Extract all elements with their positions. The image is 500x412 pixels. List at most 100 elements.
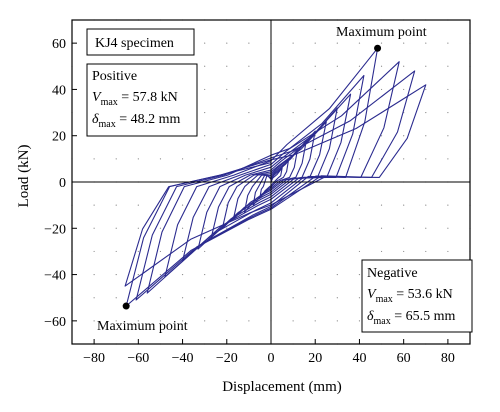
x-tick-label: −80 xyxy=(83,351,105,366)
grid-dot xyxy=(380,135,383,137)
grid-dot xyxy=(159,320,162,322)
grid-dot xyxy=(248,158,250,160)
grid-dot xyxy=(226,88,228,91)
grid-dot xyxy=(181,204,184,206)
grid-dot xyxy=(336,88,338,91)
grid-dot xyxy=(181,297,184,299)
grid-dot xyxy=(314,273,316,276)
grid-dot xyxy=(248,65,250,67)
grid-dot xyxy=(336,42,338,44)
grid-dot xyxy=(226,227,228,229)
grid-dot xyxy=(204,158,206,160)
grid-dot xyxy=(447,227,449,229)
grid-dot xyxy=(181,273,184,276)
negative-dmax: δmax = 65.5 mm xyxy=(367,309,456,327)
grid-dot xyxy=(93,158,95,160)
positive-dmax: δmax = 48.2 mm xyxy=(92,112,181,130)
max-point-negative xyxy=(122,302,130,310)
grid-dot xyxy=(93,320,95,322)
grid-dot xyxy=(358,297,361,299)
grid-dot xyxy=(403,65,405,67)
x-tick-label: 80 xyxy=(441,351,455,366)
y-tick-label: 0 xyxy=(59,176,66,191)
grid-dot xyxy=(115,273,117,276)
x-axis-ticks: −80 −60 −40 −20 0 20 40 60 80 xyxy=(83,339,455,366)
grid-dot xyxy=(425,111,427,114)
grid-dot xyxy=(159,297,162,299)
grid-dot xyxy=(137,273,139,276)
grid-dot xyxy=(115,204,117,206)
grid-dot xyxy=(248,135,250,137)
grid-dot xyxy=(248,297,250,299)
grid-dot xyxy=(292,65,294,67)
grid-dot xyxy=(93,227,95,229)
grid-dot xyxy=(292,297,294,299)
grid-dot xyxy=(93,250,95,253)
grid-dot xyxy=(403,250,405,253)
grid-dot xyxy=(314,297,316,299)
grid-dot xyxy=(204,42,206,44)
grid-dot xyxy=(447,135,449,137)
grid-dot xyxy=(314,250,316,253)
grid-dot xyxy=(159,227,162,229)
grid-dot xyxy=(425,88,427,91)
negative-vmax: Vmax = 53.6 kN xyxy=(367,287,453,305)
grid-dot xyxy=(447,158,449,160)
grid-dot xyxy=(181,320,184,322)
grid-dot xyxy=(425,227,427,229)
grid-dot xyxy=(336,320,338,322)
positive-annotation-box: Positive Vmax = 57.8 kN δmax = 48.2 mm xyxy=(86,63,198,137)
grid-dot xyxy=(226,250,228,253)
grid-dot xyxy=(204,111,206,114)
grid-dot xyxy=(447,250,449,253)
y-tick-label: −20 xyxy=(44,222,66,237)
grid-dot xyxy=(248,111,250,114)
grid-dot xyxy=(447,42,449,44)
grid-dot xyxy=(425,135,427,137)
grid-dot xyxy=(204,273,206,276)
grid-dot xyxy=(380,88,383,91)
grid-dot xyxy=(226,273,228,276)
grid-dot xyxy=(248,42,250,44)
grid-dot xyxy=(248,227,250,229)
y-tick-label: −40 xyxy=(44,269,66,284)
grid-dot xyxy=(93,297,95,299)
grid-dot xyxy=(425,65,427,67)
grid-dot xyxy=(226,42,228,44)
specimen-label: KJ4 specimen xyxy=(95,36,174,51)
grid-dot xyxy=(336,273,338,276)
grid-dot xyxy=(358,227,361,229)
grid-dot xyxy=(137,320,139,322)
grid-dot xyxy=(403,88,405,91)
grid-dot xyxy=(314,227,316,229)
negative-heading: Negative xyxy=(367,266,418,281)
grid-dot xyxy=(380,204,383,206)
grid-dot xyxy=(159,158,162,160)
y-tick-label: −60 xyxy=(44,315,66,330)
specimen-label-box: KJ4 specimen xyxy=(86,28,195,56)
grid-dot xyxy=(425,250,427,253)
grid-dot xyxy=(204,250,206,253)
x-tick-label: 0 xyxy=(268,351,275,366)
grid-dot xyxy=(358,158,361,160)
grid-dot xyxy=(248,88,250,91)
grid-dot xyxy=(336,158,338,160)
grid-dot xyxy=(226,111,228,114)
grid-dot xyxy=(358,204,361,206)
grid-dot xyxy=(403,204,405,206)
x-tick-label: −20 xyxy=(216,351,238,366)
grid-dot xyxy=(336,111,338,114)
grid-dot xyxy=(292,111,294,114)
grid-dot xyxy=(181,158,184,160)
y-axis-label: Load (kN) xyxy=(16,145,32,208)
grid-dot xyxy=(358,273,361,276)
grid-dot xyxy=(336,250,338,253)
x-tick-label: 60 xyxy=(397,351,411,366)
grid-dot xyxy=(115,250,117,253)
grid-dot xyxy=(403,42,405,44)
grid-dot xyxy=(159,273,162,276)
grid-dot xyxy=(159,250,162,253)
grid-dot xyxy=(336,204,338,206)
grid-dot xyxy=(447,111,449,114)
